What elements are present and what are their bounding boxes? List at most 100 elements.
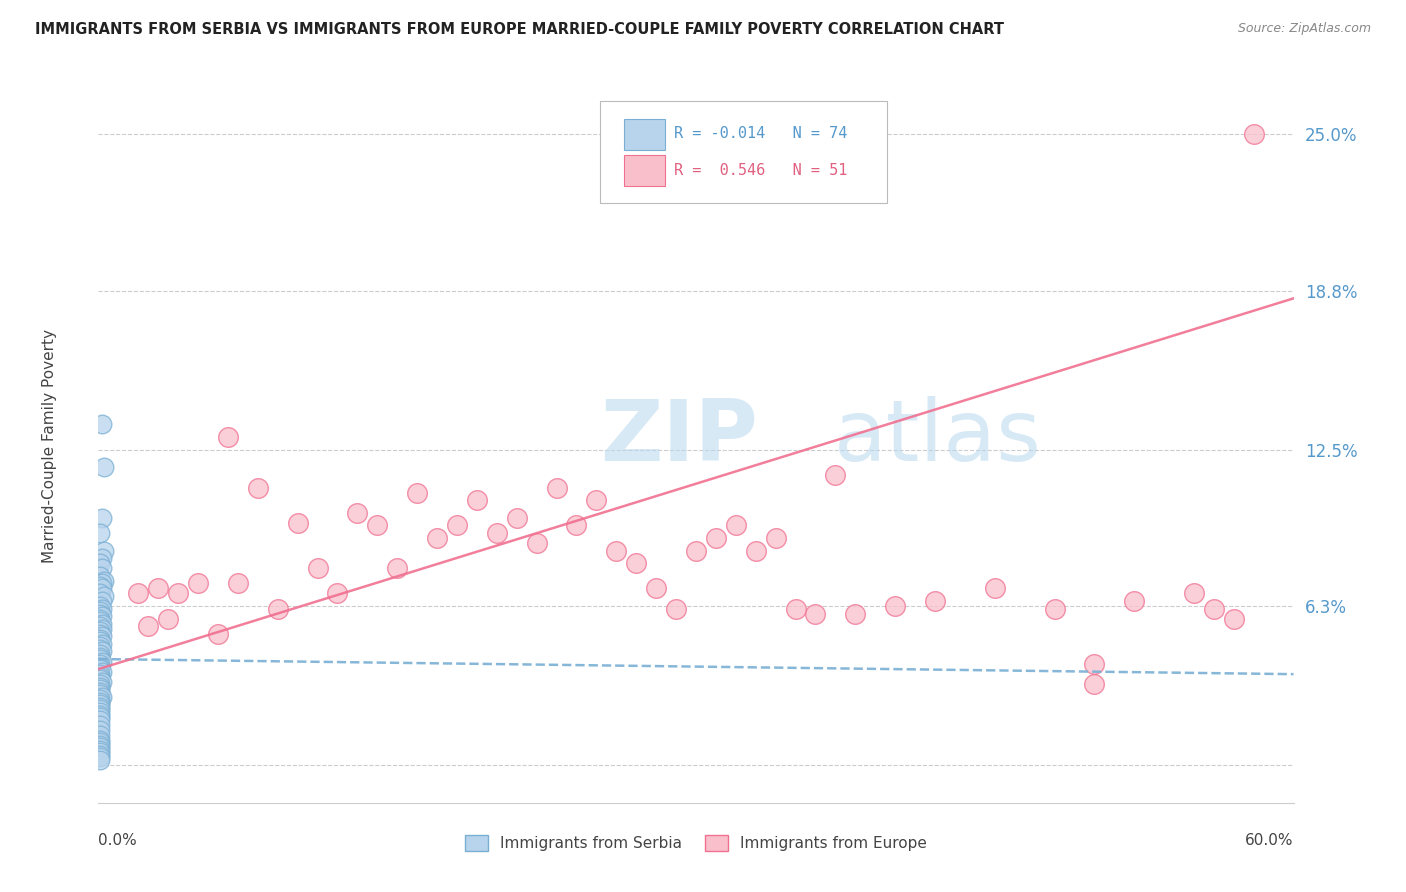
Point [89, 707, 111, 722]
Point [89, 569, 111, 583]
Point [585, 493, 607, 508]
Point [287, 516, 309, 530]
Point [89, 556, 111, 570]
Point [605, 543, 627, 558]
Point [127, 586, 149, 600]
Point [89, 670, 111, 684]
Point [724, 518, 747, 533]
Point [93, 589, 115, 603]
Point [91, 582, 114, 596]
Point [89, 738, 111, 752]
Point [217, 430, 239, 444]
Point [824, 467, 846, 482]
Point [1243, 128, 1265, 142]
Point [1223, 612, 1246, 626]
Text: ZIP: ZIP [600, 395, 758, 479]
Point [485, 525, 508, 540]
Point [89, 579, 111, 593]
Legend: Immigrants from Serbia, Immigrants from Europe: Immigrants from Serbia, Immigrants from … [458, 830, 934, 857]
Point [89, 710, 111, 724]
Point [565, 518, 588, 533]
Point [91, 637, 114, 651]
Point [89, 680, 111, 694]
Point [89, 657, 111, 671]
Point [91, 616, 114, 631]
Point [91, 644, 114, 658]
Point [89, 740, 111, 755]
Point [89, 745, 111, 759]
Point [89, 642, 111, 657]
Point [704, 531, 727, 545]
Point [91, 629, 114, 643]
FancyBboxPatch shape [624, 155, 665, 186]
Point [207, 627, 229, 641]
Point [89, 700, 111, 714]
Point [1202, 601, 1225, 615]
Point [89, 599, 111, 613]
Point [93, 543, 115, 558]
Point [446, 518, 468, 533]
Text: IMMIGRANTS FROM SERBIA VS IMMIGRANTS FROM EUROPE MARRIED-COUPLE FAMILY POVERTY C: IMMIGRANTS FROM SERBIA VS IMMIGRANTS FRO… [35, 22, 1004, 37]
Point [685, 543, 707, 558]
Point [89, 647, 111, 661]
Point [89, 640, 111, 654]
Point [665, 601, 688, 615]
Point [745, 543, 768, 558]
Point [89, 649, 111, 664]
Point [91, 594, 114, 608]
Point [89, 614, 111, 628]
Point [91, 655, 114, 669]
Point [406, 485, 429, 500]
Point [89, 732, 111, 747]
Point [157, 612, 180, 626]
FancyBboxPatch shape [600, 101, 887, 203]
Point [1182, 586, 1205, 600]
Text: Married-Couple Family Poverty: Married-Couple Family Poverty [42, 329, 56, 563]
Point [167, 586, 190, 600]
Point [246, 481, 269, 495]
Point [546, 481, 568, 495]
Point [89, 682, 111, 697]
Point [89, 607, 111, 621]
Point [506, 510, 529, 524]
Text: atlas: atlas [834, 395, 1042, 479]
Point [91, 561, 114, 575]
Point [89, 604, 111, 618]
Point [91, 551, 114, 566]
Point [89, 624, 111, 639]
Point [89, 747, 111, 762]
Point [91, 510, 114, 524]
Text: 60.0%: 60.0% [1246, 833, 1294, 848]
Point [626, 556, 648, 570]
Point [89, 692, 111, 706]
Point [91, 690, 114, 704]
Point [326, 586, 349, 600]
Point [89, 687, 111, 701]
Point [89, 698, 111, 712]
Point [91, 576, 114, 591]
Point [93, 574, 115, 588]
Point [148, 582, 170, 596]
Point [91, 609, 114, 624]
Point [89, 723, 111, 737]
Point [89, 667, 111, 681]
Point [89, 750, 111, 764]
Point [93, 460, 115, 475]
Point [89, 713, 111, 727]
Point [89, 586, 111, 600]
Point [346, 506, 368, 520]
Point [89, 672, 111, 686]
Point [526, 536, 548, 550]
Point [89, 619, 111, 633]
Point [1083, 657, 1105, 671]
Point [91, 601, 114, 615]
Point [426, 531, 449, 545]
FancyBboxPatch shape [624, 119, 665, 150]
Point [89, 705, 111, 719]
Point [89, 717, 111, 731]
Point [91, 417, 114, 432]
Point [267, 601, 290, 615]
Text: R = -0.014   N = 74: R = -0.014 N = 74 [675, 126, 848, 141]
Point [89, 652, 111, 666]
Point [785, 601, 807, 615]
